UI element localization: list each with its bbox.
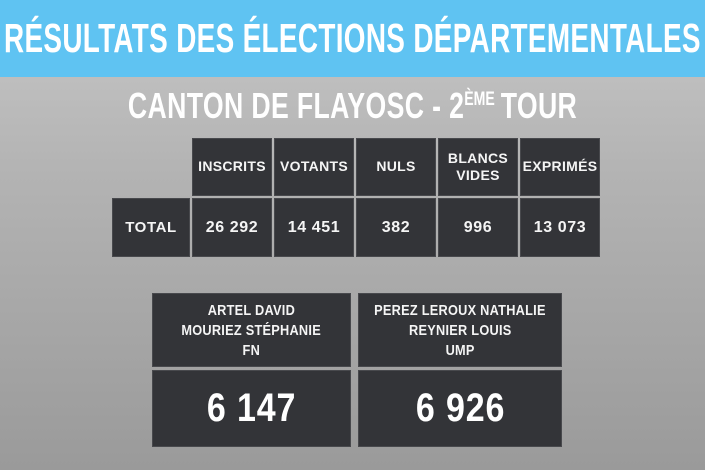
value-inscrits: 26 292 xyxy=(192,198,272,257)
candidate-name: PEREZ LEROUX NATHALIE xyxy=(374,302,546,319)
table-corner-spacer xyxy=(112,138,190,196)
subtitle: CANTON DE FLAYOSC - 2ÈME TOUR xyxy=(0,77,705,135)
value-nuls: 382 xyxy=(356,198,436,257)
page-title: RÉSULTATS DES ÉLECTIONS DÉPARTEMENTALES xyxy=(0,15,705,62)
candidate-party: FN xyxy=(242,342,261,359)
value-votants: 14 451 xyxy=(274,198,354,257)
subtitle-text: CANTON DE FLAYOSC - 2ÈME TOUR xyxy=(128,85,577,127)
value-blancs-vides: 996 xyxy=(438,198,518,257)
candidate-card-fn: ARTEL DAVID MOURIEZ STÉPHANIE FN 6 147 xyxy=(152,293,352,447)
value-exprimes: 13 073 xyxy=(520,198,600,257)
results-table: INSCRITS VOTANTS NULS BLANCS VIDES EXPRI… xyxy=(112,138,600,257)
candidate-votes-fn: 6 147 xyxy=(152,370,352,447)
candidate-name: MOURIEZ STÉPHANIE xyxy=(181,322,322,339)
candidate-names-fn: ARTEL DAVID MOURIEZ STÉPHANIE FN xyxy=(152,293,352,367)
candidate-name: REYNIER LOUIS xyxy=(408,322,512,339)
candidate-results: ARTEL DAVID MOURIEZ STÉPHANIE FN 6 147 P… xyxy=(152,293,562,447)
candidate-card-ump: PEREZ LEROUX NATHALIE REYNIER LOUIS UMP … xyxy=(358,293,562,447)
page-title-text: RÉSULTATS DES ÉLECTIONS DÉPARTEMENTALES xyxy=(4,15,701,61)
row-label-total: TOTAL xyxy=(112,198,190,257)
subtitle-suffix: TOUR xyxy=(500,85,578,126)
subtitle-superscript: ÈME xyxy=(464,89,495,110)
title-banner: RÉSULTATS DES ÉLECTIONS DÉPARTEMENTALES xyxy=(0,0,705,77)
subtitle-prefix: CANTON DE FLAYOSC - 2 xyxy=(127,85,465,126)
column-header-votants: VOTANTS xyxy=(274,138,354,196)
candidate-party: UMP xyxy=(445,342,475,359)
vote-count: 6 926 xyxy=(415,386,505,430)
column-header-nuls: NULS xyxy=(356,138,436,196)
vote-count: 6 147 xyxy=(206,386,297,430)
column-header-inscrits: INSCRITS xyxy=(192,138,272,196)
candidate-names-ump: PEREZ LEROUX NATHALIE REYNIER LOUIS UMP xyxy=(358,293,562,367)
column-header-blancs-vides: BLANCS VIDES xyxy=(438,138,518,196)
column-header-exprimes: EXPRIMÉS xyxy=(520,138,600,196)
candidate-name: ARTEL DAVID xyxy=(207,302,296,319)
candidate-votes-ump: 6 926 xyxy=(358,370,562,447)
